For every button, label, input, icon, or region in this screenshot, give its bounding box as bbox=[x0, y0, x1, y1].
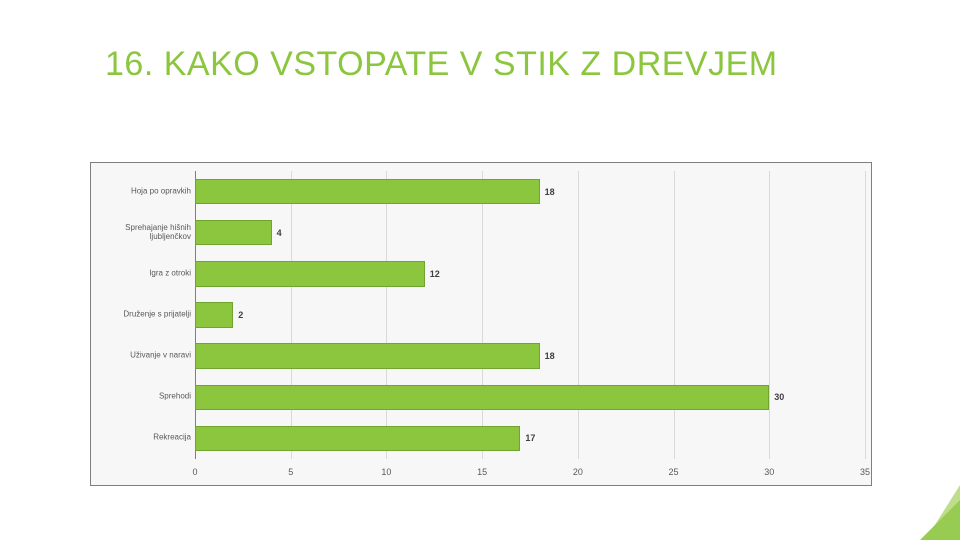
category-label: Sprehajanje hišnih ljubljenčkov bbox=[95, 224, 191, 242]
bar bbox=[195, 385, 769, 411]
bar-row: 4 bbox=[195, 220, 865, 246]
x-tick-label: 35 bbox=[860, 467, 870, 477]
bar-value-label: 30 bbox=[774, 392, 784, 402]
bar-value-label: 18 bbox=[545, 187, 555, 197]
bar-row: 12 bbox=[195, 261, 865, 287]
bar-value-label: 4 bbox=[277, 228, 282, 238]
bar-row: 2 bbox=[195, 302, 865, 328]
bar bbox=[195, 220, 272, 246]
bar bbox=[195, 426, 520, 452]
bar-value-label: 17 bbox=[525, 433, 535, 443]
bar-row: 18 bbox=[195, 179, 865, 205]
bar bbox=[195, 302, 233, 328]
bar-row: 17 bbox=[195, 426, 865, 452]
x-tick-label: 10 bbox=[381, 467, 391, 477]
x-tick-label: 0 bbox=[192, 467, 197, 477]
bar-value-label: 2 bbox=[238, 310, 243, 320]
category-label: Druženje s prijatelji bbox=[95, 311, 191, 320]
bar bbox=[195, 179, 540, 205]
bar-value-label: 12 bbox=[430, 269, 440, 279]
category-label: Igra z otroki bbox=[95, 269, 191, 278]
x-tick-label: 5 bbox=[288, 467, 293, 477]
bar bbox=[195, 261, 425, 287]
x-tick-label: 20 bbox=[573, 467, 583, 477]
slide: 16. KAKO VSTOPATE V STIK Z DREVJEM 18 4 12… bbox=[0, 0, 960, 540]
bar-row: 30 bbox=[195, 385, 865, 411]
grid-line bbox=[865, 171, 866, 459]
slide-title: 16. KAKO VSTOPATE V STIK Z DREVJEM bbox=[105, 45, 778, 84]
x-tick-label: 15 bbox=[477, 467, 487, 477]
bar-row: 18 bbox=[195, 343, 865, 369]
category-label: Rekreacija bbox=[95, 434, 191, 443]
category-label: Hoja po opravkih bbox=[95, 187, 191, 196]
bar-value-label: 18 bbox=[545, 351, 555, 361]
category-label: Sprehodi bbox=[95, 393, 191, 402]
x-tick-label: 25 bbox=[669, 467, 679, 477]
chart-container: 18 4 12 2 18 30 17 0 5 10 15 20 25 30 35 Hoja po oprav… bbox=[90, 162, 872, 486]
x-tick-label: 30 bbox=[764, 467, 774, 477]
bar bbox=[195, 343, 540, 369]
category-label: Uživanje v naravi bbox=[95, 352, 191, 361]
chart-plot-area: 18 4 12 2 18 30 17 bbox=[195, 171, 865, 459]
